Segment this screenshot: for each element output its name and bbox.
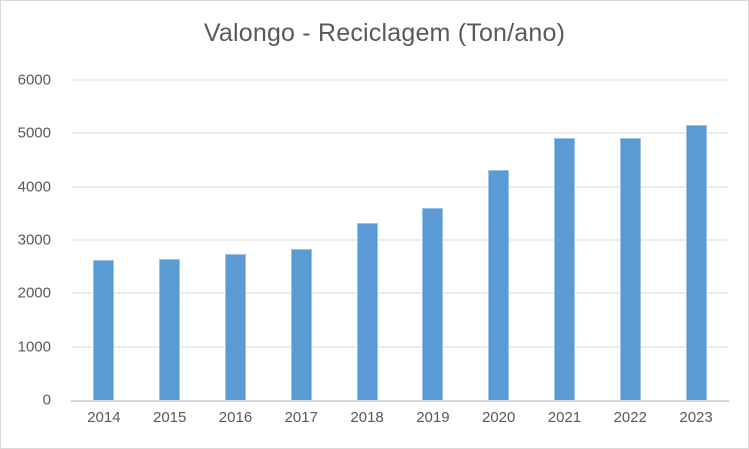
bar-2023: [685, 125, 707, 400]
bar-slot: [466, 80, 532, 400]
bar-2017: [290, 248, 312, 400]
bar-slot: [71, 80, 137, 400]
bar-2022: [619, 138, 641, 400]
x-axis-tick-label: 2021: [547, 409, 582, 426]
bar-slot: [400, 80, 466, 400]
x-axis-tick-label: 2022: [613, 409, 647, 426]
bar-slot: [334, 80, 400, 400]
gridline: [71, 186, 729, 188]
y-axis-tick-label: 6000: [17, 71, 51, 89]
bar-slot: [203, 80, 269, 400]
gridline: [71, 239, 729, 241]
gridline: [71, 346, 729, 348]
x-axis-tick-label: 2015: [153, 409, 187, 426]
y-axis-tick-label: 2000: [17, 284, 51, 302]
y-axis-tick-label: 0: [42, 391, 51, 409]
gridline: [71, 79, 729, 81]
y-axis-tick-label: 5000: [17, 124, 51, 142]
bar-2018: [356, 222, 378, 400]
bar-2015: [159, 258, 181, 400]
y-axis: 0 1000 2000 3000 4000 5000 6000: [1, 72, 51, 409]
bar-slot: [663, 80, 729, 400]
bar-2014: [93, 259, 115, 400]
bar-slot: [137, 80, 203, 400]
bar-2019: [422, 208, 444, 400]
y-axis-tick-label: 4000: [17, 178, 51, 196]
x-axis: 2014 2015 2016 2017 2018 2019 2020 2021 2022 2023: [71, 409, 729, 426]
x-axis-tick-label: 2020: [481, 409, 516, 426]
x-axis-tick-label: 2019: [416, 409, 450, 426]
bar-2021: [553, 138, 575, 400]
x-axis-tick-label: 2017: [284, 409, 318, 426]
bar-slot: [597, 80, 663, 400]
y-axis-tick-label: 3000: [17, 231, 51, 249]
x-axis-tick-label: 2023: [679, 409, 713, 426]
bar-2020: [488, 169, 510, 400]
bar-2016: [224, 254, 246, 400]
chart-title: Valongo - Reciclagem (Ton/ano): [203, 19, 566, 47]
x-axis-tick-label: 2014: [87, 409, 121, 426]
bar-slot: [532, 80, 598, 400]
bar-slot: [268, 80, 334, 400]
plot-area: [71, 79, 729, 402]
x-axis-tick-label: 2016: [218, 409, 253, 426]
bars: [71, 80, 729, 400]
gridline: [71, 132, 729, 134]
gridline: [71, 292, 729, 294]
x-axis-tick-label: 2018: [350, 409, 384, 426]
y-axis-tick-label: 1000: [17, 338, 51, 356]
